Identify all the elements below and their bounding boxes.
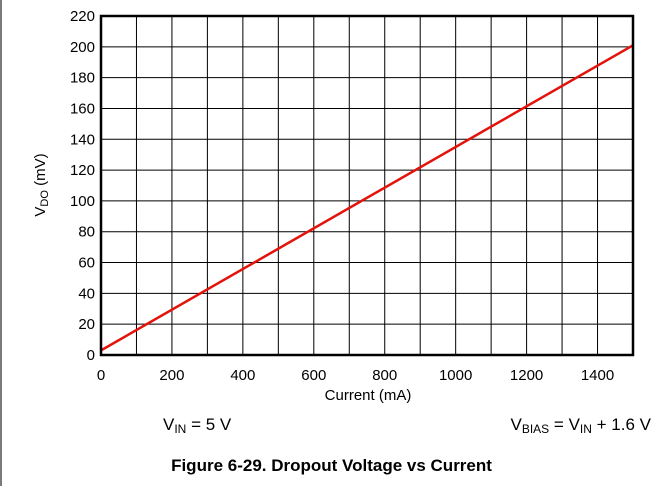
x-tick-label: 1200	[510, 367, 543, 384]
x-tick-label: 800	[372, 367, 397, 384]
x-tick-label: 1000	[439, 367, 472, 384]
x-axis-title: Current (mA)	[325, 387, 412, 404]
vbias-sub: BIAS	[521, 422, 550, 436]
x-tick-label: 600	[301, 367, 326, 384]
x-tick-label: 400	[230, 367, 255, 384]
y-tick-labels: 0 20 40 60 80 100 120 140 160 180 200 220	[70, 8, 95, 364]
dropout-voltage-chart: 0 20 40 60 80 100 120 140 160 180 200 220 0 200 400 60…	[32, 8, 635, 404]
y-tick-label: 100	[70, 193, 95, 210]
vbias-main: V	[510, 415, 522, 434]
y-tick-label: 120	[70, 162, 95, 179]
figure-caption: Figure 6-29. Dropout Voltage vs Current	[171, 456, 492, 475]
series-line	[100, 44, 634, 352]
y-tick-label: 0	[87, 347, 95, 364]
vbias-tail: + 1.6 V	[591, 415, 651, 434]
vbias-mid: = V	[549, 415, 580, 434]
y-tick-label: 200	[70, 39, 95, 56]
y-tick-label: 60	[78, 255, 95, 272]
vin-condition: VIN = 5 V	[163, 415, 231, 436]
series-layer	[100, 44, 634, 352]
x-tick-label: 200	[159, 367, 184, 384]
y-axis-title: VDO (mV)	[32, 153, 51, 216]
y-axis-title-tail: (mV)	[32, 153, 49, 190]
plot-frame	[99, 14, 635, 357]
y-tick-label: 180	[70, 70, 95, 87]
x-tick-label: 1400	[581, 367, 614, 384]
x-tick-label: 0	[97, 367, 105, 384]
y-tick-label: 160	[70, 100, 95, 117]
grid	[101, 16, 633, 355]
vin-tail: = 5 V	[186, 415, 232, 434]
vbias-sub2: IN	[579, 422, 592, 436]
y-axis-title-main: V	[32, 207, 49, 217]
page-left-rule	[0, 0, 2, 486]
vbias-condition: VBIAS = VIN + 1.6 V	[511, 415, 652, 436]
y-tick-label: 80	[78, 224, 95, 241]
y-tick-label: 40	[78, 285, 95, 302]
y-tick-label: 140	[70, 131, 95, 148]
x-tick-labels: 0 200 400 600 800 1000 1200 1400	[97, 367, 614, 384]
y-tick-label: 20	[78, 316, 95, 333]
vin-main: V	[163, 415, 175, 434]
y-axis-title-sub: DO	[39, 190, 51, 207]
y-tick-label: 220	[70, 8, 95, 25]
vin-sub: IN	[174, 422, 187, 436]
